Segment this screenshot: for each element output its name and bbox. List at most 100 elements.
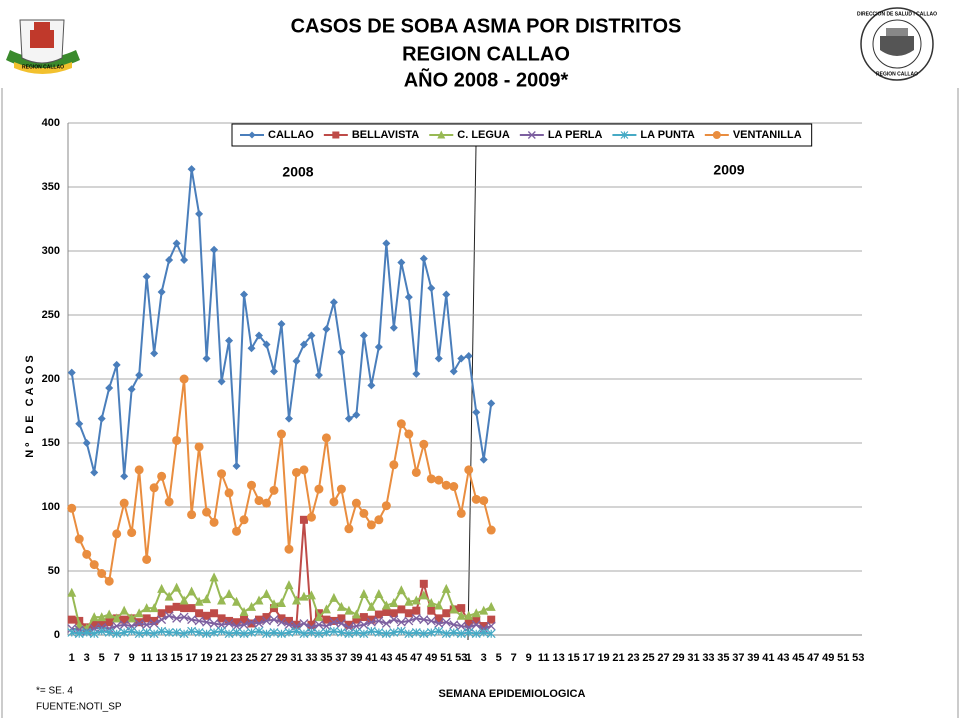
marker xyxy=(299,340,308,349)
x-tick-label: 33 xyxy=(702,652,714,664)
marker xyxy=(299,629,309,639)
marker xyxy=(329,626,339,636)
marker xyxy=(412,606,421,615)
marker xyxy=(486,621,496,631)
marker xyxy=(262,498,271,508)
marker xyxy=(165,255,174,264)
marker xyxy=(284,620,294,630)
marker xyxy=(149,603,159,613)
marker xyxy=(209,572,219,582)
marker xyxy=(359,620,369,630)
marker xyxy=(217,469,227,479)
marker xyxy=(187,604,196,613)
marker xyxy=(157,583,167,593)
x-tick-label: 47 xyxy=(807,652,819,664)
marker xyxy=(232,618,241,627)
x-tick-label: 23 xyxy=(230,652,242,664)
x-tick-label: 39 xyxy=(747,652,759,664)
marker xyxy=(90,620,99,629)
marker xyxy=(322,325,331,334)
marker xyxy=(202,354,211,363)
x-tick-label: 43 xyxy=(380,652,392,664)
marker xyxy=(397,258,406,267)
x-tick-label: 35 xyxy=(320,652,332,664)
marker xyxy=(337,614,346,623)
marker xyxy=(179,629,189,639)
y-tick-label: 300 xyxy=(42,245,60,257)
marker xyxy=(269,615,279,625)
marker xyxy=(456,621,466,631)
marker xyxy=(434,626,444,636)
marker xyxy=(172,602,181,611)
marker xyxy=(291,467,301,477)
marker xyxy=(389,615,399,625)
marker xyxy=(404,629,414,639)
marker xyxy=(134,465,144,475)
marker xyxy=(180,255,189,264)
marker xyxy=(217,626,226,636)
x-tick-label: 3 xyxy=(84,652,90,664)
marker xyxy=(269,599,279,609)
marker xyxy=(209,628,219,637)
marker xyxy=(404,429,414,439)
x-tick-label: 33 xyxy=(305,652,317,664)
marker xyxy=(299,591,309,601)
marker xyxy=(127,613,137,623)
marker xyxy=(329,298,338,307)
x-tick-label: 5 xyxy=(496,652,502,664)
marker xyxy=(411,595,421,605)
marker xyxy=(172,628,182,637)
x-tick-label: 25 xyxy=(245,652,257,664)
marker xyxy=(456,610,466,620)
marker xyxy=(254,595,264,605)
legend-label: LA PERLA xyxy=(548,129,603,141)
marker xyxy=(464,351,473,360)
marker xyxy=(120,472,129,481)
marker xyxy=(419,629,429,639)
marker xyxy=(105,618,114,627)
x-tick-label: 15 xyxy=(567,652,579,664)
marker xyxy=(134,619,144,628)
marker xyxy=(434,475,444,485)
left-logo: REGION CALLAO xyxy=(6,19,80,74)
marker xyxy=(381,619,391,628)
x-tick-label: 7 xyxy=(511,652,517,664)
marker xyxy=(449,482,459,492)
marker xyxy=(150,616,159,625)
footnote: FUENTE:NOTI_SP xyxy=(36,702,122,713)
x-tick-label: 21 xyxy=(612,652,624,664)
x-tick-label: 31 xyxy=(687,652,699,664)
marker xyxy=(396,419,406,429)
marker xyxy=(367,381,376,390)
marker xyxy=(179,595,189,605)
x-tick-label: 53 xyxy=(852,652,864,664)
marker xyxy=(247,601,257,611)
marker xyxy=(187,165,196,174)
marker xyxy=(712,131,721,139)
marker xyxy=(321,604,331,614)
marker xyxy=(172,613,182,623)
marker xyxy=(284,580,294,590)
marker xyxy=(127,528,137,538)
marker xyxy=(284,628,294,637)
marker xyxy=(194,596,204,606)
x-tick-label: 3 xyxy=(481,652,487,664)
marker xyxy=(464,618,473,627)
marker xyxy=(359,613,368,622)
marker xyxy=(112,621,122,631)
legend-label: LA PUNTA xyxy=(640,129,694,141)
marker xyxy=(180,604,189,613)
marker xyxy=(277,617,286,627)
marker xyxy=(254,496,264,506)
marker xyxy=(195,609,204,618)
marker xyxy=(479,455,488,464)
marker xyxy=(202,594,212,604)
marker xyxy=(112,629,122,639)
marker xyxy=(329,616,338,625)
marker xyxy=(307,331,316,340)
marker xyxy=(277,629,286,639)
x-tick-label: 1 xyxy=(466,652,472,664)
marker xyxy=(149,629,159,639)
marker xyxy=(359,331,368,340)
marker xyxy=(411,467,421,477)
